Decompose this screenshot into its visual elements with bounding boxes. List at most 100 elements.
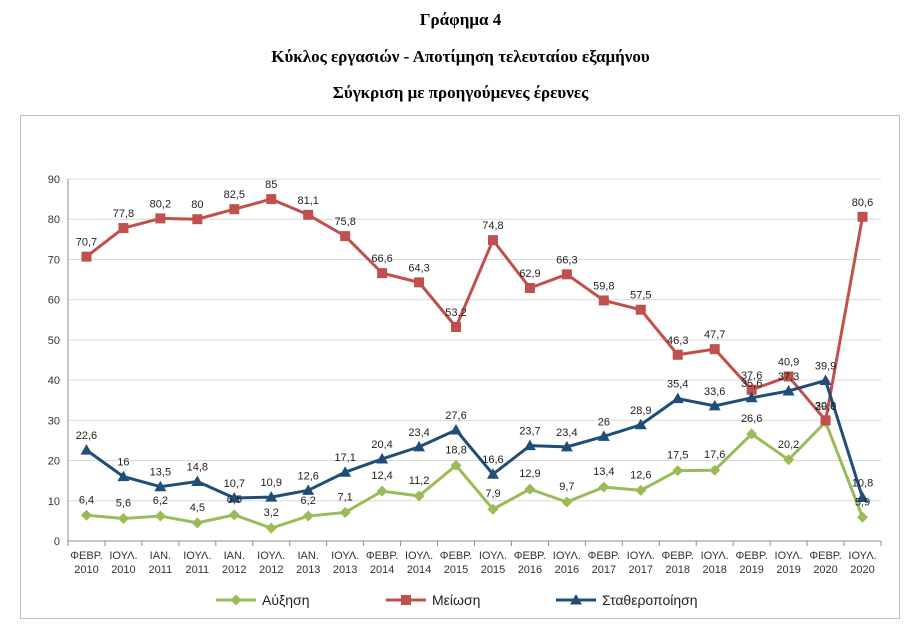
x-tick-label-year: 2017 (629, 564, 653, 576)
series-line-3 (85, 379, 864, 500)
data-label-s3: 33,6 (704, 386, 725, 398)
data-label-s3: 20,4 (371, 439, 392, 451)
x-tick-label-year: 2014 (407, 564, 431, 576)
x-tick-label-year: 2015 (481, 564, 505, 576)
data-label-s1: 6,4 (79, 494, 94, 506)
line-chart: 0 10 20 30 40 50 60 70 80 90 ΦΕΒΡ. 2010 ΙΟΥΛ. 2010 ΙΑΝ… (48, 174, 882, 608)
data-label-s3: 23,4 (408, 427, 429, 439)
data-label-s3: 16 (117, 457, 129, 469)
data-point-s2 (303, 209, 314, 220)
data-label-s1: 5,9 (855, 496, 870, 508)
data-label-s2: 80,6 (852, 197, 873, 209)
data-label-s1: 17,5 (667, 450, 688, 462)
data-point-s2 (746, 384, 757, 395)
x-tick-label-year: 2020 (813, 564, 837, 576)
y-tick-label: 60 (48, 295, 60, 307)
x-tick-label-year: 2012 (222, 564, 246, 576)
data-label-s2: 80 (191, 199, 203, 211)
data-label-s3: 10,9 (261, 477, 282, 489)
legend-label: Αύξηση (262, 592, 309, 608)
data-label-s3: 23,4 (556, 427, 577, 439)
data-point-s3 (745, 391, 758, 403)
data-label-s3: 14,8 (187, 461, 208, 473)
x-tick-label-year: 2020 (850, 564, 874, 576)
data-label-s1: 12,9 (519, 468, 540, 480)
y-tick-label: 70 (48, 254, 60, 266)
data-point-s1 (265, 522, 277, 534)
data-point-s3 (708, 399, 721, 411)
data-label-s2: 64,3 (408, 262, 429, 274)
x-tick-label-year: 2010 (111, 564, 135, 576)
data-label-s2: 46,3 (667, 335, 688, 347)
data-label-s2: 62,9 (519, 268, 540, 280)
x-tick-label-year: 2012 (259, 564, 283, 576)
data-point-s1 (635, 484, 647, 496)
data-point-s2 (561, 269, 572, 280)
data-point-s3 (523, 439, 536, 451)
data-label-s2: 75,8 (334, 216, 355, 228)
legend-marker (570, 594, 582, 605)
data-label-s2: 82,5 (224, 189, 245, 201)
data-point-s3 (117, 470, 130, 482)
data-label-s1: 29,6 (815, 401, 836, 413)
data-point-s1 (672, 465, 684, 477)
chart-subtitle: Κύκλος εργασιών - Αποτίμηση τελευταίου ε… (271, 47, 650, 66)
data-point-s2 (414, 277, 425, 288)
x-tick-label-year: 2011 (186, 564, 210, 576)
data-label-s3: 10,8 (852, 478, 873, 490)
data-point-s2 (340, 231, 351, 242)
y-tick-label: 90 (48, 174, 60, 186)
x-tick-label-period: ΦΕΒΡ. (514, 550, 546, 562)
legend-marker (401, 595, 411, 605)
data-point-s3 (597, 430, 610, 441)
y-tick-label: 40 (48, 375, 60, 387)
data-label-s2: 59,8 (593, 280, 614, 292)
data-point-s3 (80, 444, 93, 455)
x-tick-label-year: 2016 (555, 564, 579, 576)
x-tick-label-year: 2016 (518, 564, 542, 576)
data-point-s2 (192, 214, 203, 225)
x-tick-label-period: ΙΟΥΛ. (183, 550, 211, 562)
data-label-s3: 27,6 (445, 410, 466, 422)
data-label-s1: 20,2 (778, 439, 799, 451)
data-label-s1: 12,6 (630, 469, 651, 481)
chart-title: Γράφημα 4 (419, 10, 502, 29)
data-point-s1 (561, 496, 573, 508)
y-tick-label: 20 (48, 456, 60, 468)
x-tick-label-year: 2019 (739, 564, 763, 576)
data-point-s3 (671, 392, 684, 404)
x-tick-label-year: 2014 (370, 564, 394, 576)
data-point-s2 (857, 211, 868, 222)
data-point-s3 (265, 491, 278, 502)
data-point-s3 (302, 484, 315, 495)
data-label-s3: 39,9 (815, 361, 836, 373)
data-label-s3: 28,9 (630, 405, 651, 417)
data-point-s3 (154, 480, 167, 492)
data-point-s2 (487, 235, 498, 246)
data-point-s3 (782, 384, 795, 396)
data-label-s3: 37,3 (778, 371, 799, 383)
data-label-s2: 81,1 (297, 195, 318, 207)
data-label-s2: 85 (265, 179, 277, 191)
data-point-s3 (634, 418, 647, 430)
data-point-s3 (486, 468, 499, 479)
x-tick-label-year: 2017 (592, 564, 616, 576)
data-point-s1 (783, 454, 795, 466)
x-tick-label-year: 2013 (296, 564, 320, 576)
data-label-s1: 12,4 (371, 470, 392, 482)
data-point-s2 (377, 268, 388, 279)
y-tick-label: 50 (48, 335, 60, 347)
data-label-s1: 18,8 (445, 444, 466, 456)
data-point-s2 (524, 283, 535, 294)
legend-label: Μείωση (432, 592, 480, 608)
series-line-2 (85, 197, 864, 422)
x-tick-label-period: ΦΕΒΡ. (70, 550, 102, 562)
y-tick-label: 80 (48, 214, 60, 226)
data-point-s1 (117, 512, 129, 524)
data-label-s1: 26,6 (741, 413, 762, 425)
x-tick-label-period: ΦΕΒΡ. (662, 550, 694, 562)
data-point-s2 (820, 415, 831, 426)
data-point-s1 (339, 506, 351, 518)
data-point-s3 (560, 440, 573, 452)
data-label-s2: 37,6 (741, 370, 762, 382)
